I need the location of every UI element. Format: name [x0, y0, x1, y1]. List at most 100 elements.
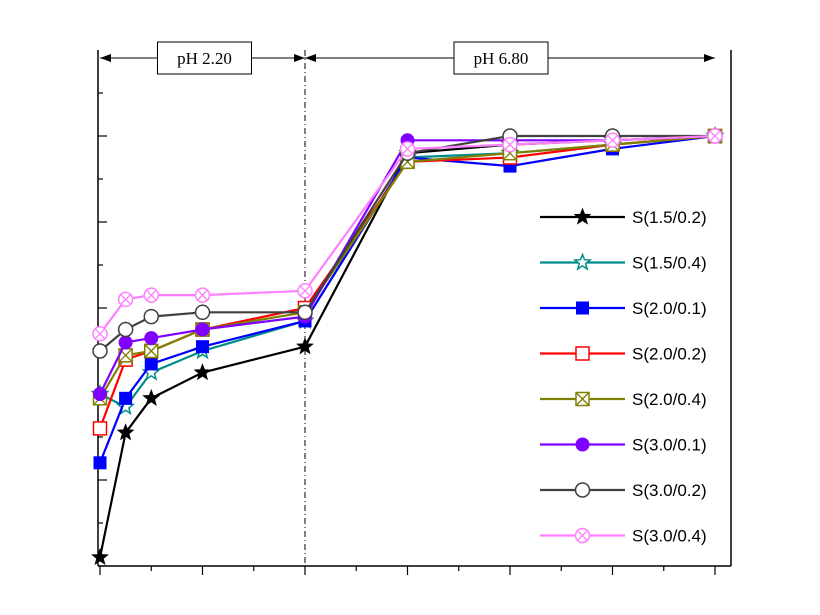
series-8-point-cross-b	[709, 130, 721, 142]
series-3-point-shape	[196, 340, 209, 354]
series-1-point-shape	[193, 363, 212, 381]
legend: S(1.5/0.2) S(1.5/0.4) S(2.0/0.1) S(2.0/0.2)…	[540, 207, 707, 546]
series-8-point	[143, 287, 159, 303]
legend-swatch-marker-shape	[575, 346, 590, 361]
series-7-point	[297, 304, 313, 321]
series-2	[90, 125, 725, 416]
series-8-point-cross-b	[299, 285, 311, 297]
legend-label: S(2.0/0.4)	[632, 390, 707, 409]
series-8-point-cross-b	[145, 289, 157, 301]
series-7-point-shape	[117, 321, 134, 338]
legend-item-5: S(2.0/0.4)	[540, 390, 707, 409]
series-layer	[90, 125, 725, 566]
legend-swatch-marker	[575, 346, 590, 361]
legend-item-1: S(1.5/0.2)	[540, 207, 707, 227]
legend-label: S(1.5/0.4)	[632, 254, 707, 273]
phase-1-arrowhead-right	[294, 54, 305, 62]
series-1-point-shape	[91, 548, 109, 566]
series-7-point	[117, 321, 134, 338]
series-1-point-shape	[142, 388, 161, 406]
series-3-point-shape	[144, 357, 158, 371]
series-8-point	[194, 287, 211, 303]
series-3-point	[196, 340, 209, 354]
series-8-point-cross-b	[94, 328, 106, 340]
legend-swatch-marker-shape	[575, 437, 590, 452]
phase-2-arrowhead-right	[704, 54, 715, 62]
legend-item-4: S(2.0/0.2)	[540, 345, 707, 364]
legend-item-7: S(3.0/0.2)	[540, 481, 707, 500]
phase-1-label-box	[157, 41, 252, 75]
legend-item-3: S(2.0/0.1)	[540, 299, 707, 318]
series-1-line	[98, 134, 716, 558]
legend-swatch-marker-shape	[574, 482, 591, 498]
series-3-point	[93, 456, 107, 470]
legend-label: S(1.5/0.2)	[632, 208, 707, 227]
series-4-line	[98, 134, 716, 429]
phase-2-arrowhead-left	[305, 54, 316, 62]
series-8-point	[707, 128, 723, 144]
series-8-point	[399, 141, 416, 157]
series-8-point	[297, 283, 313, 299]
legend-swatch-marker	[572, 252, 593, 271]
legend-swatch-marker-cross-b	[577, 530, 588, 541]
series-3	[93, 129, 722, 470]
legend-swatch-marker	[574, 527, 591, 544]
series-3-point-shape	[93, 456, 107, 470]
phase-1-arrowhead-left	[100, 54, 111, 62]
series-5-point	[144, 343, 159, 359]
series-8-point-cross-b	[120, 294, 131, 305]
series-7-point-shape	[143, 308, 159, 325]
series-8-point-cross-b	[402, 143, 413, 155]
phase-annotations: pH 2.20 pH 6.80	[100, 41, 715, 566]
series-1-point-shape	[296, 337, 314, 355]
phase-2-label-box	[453, 41, 549, 75]
legend-label: S(2.0/0.1)	[632, 299, 707, 318]
series-6-point-shape	[144, 331, 159, 346]
series-1-point-shape	[116, 423, 135, 441]
legend-swatch-marker-cross-b	[575, 392, 590, 406]
series-7-point	[194, 304, 211, 321]
series-6-point-shape	[93, 387, 107, 401]
legend-swatch-marker-shape	[573, 207, 592, 225]
series-6	[93, 129, 722, 401]
series-7-point-shape	[297, 304, 313, 321]
series-7-point-shape	[194, 304, 211, 321]
legend-label: S(2.0/0.2)	[632, 345, 707, 364]
legend-label: S(3.0/0.4)	[632, 527, 707, 546]
series-1-point	[116, 423, 135, 441]
axes	[97, 50, 732, 575]
series-4-point-shape	[92, 421, 108, 436]
series-1-point	[296, 337, 314, 355]
series-8-point-cross-b	[607, 134, 618, 146]
legend-swatch-marker	[575, 391, 590, 407]
series-5-point-cross-b	[118, 348, 133, 363]
series-6-point	[93, 387, 107, 401]
phase-1-label: pH 2.20	[177, 49, 232, 68]
series-3-line	[98, 134, 716, 464]
series-3-point-shape	[119, 391, 133, 405]
series-7-point	[92, 343, 108, 359]
legend-swatch-marker	[574, 482, 591, 498]
legend-swatch-marker-shape	[572, 252, 593, 271]
series-6-point-shape	[195, 322, 210, 337]
series-1-point	[91, 548, 109, 566]
series-3-point	[119, 391, 133, 405]
legend-swatch-marker-shape	[576, 301, 589, 315]
legend-swatch-marker	[576, 301, 589, 315]
series-1	[91, 126, 724, 566]
legend-item-6: S(3.0/0.1)	[540, 436, 707, 455]
series-6-point	[118, 335, 133, 350]
series-8-point	[604, 132, 621, 149]
series-1-point	[142, 388, 161, 406]
series-1-point	[193, 363, 212, 381]
series-4-point	[92, 421, 108, 436]
series-5	[92, 128, 723, 406]
series-8-point	[502, 136, 518, 153]
legend-label: S(3.0/0.2)	[632, 481, 707, 500]
series-7-point	[143, 308, 159, 325]
series-8	[92, 128, 723, 342]
phase-2-label: pH 6.80	[474, 49, 529, 68]
series-5-point-cross-b	[144, 344, 159, 358]
legend-swatch-marker	[575, 437, 590, 452]
legend-swatch-marker	[573, 207, 592, 225]
